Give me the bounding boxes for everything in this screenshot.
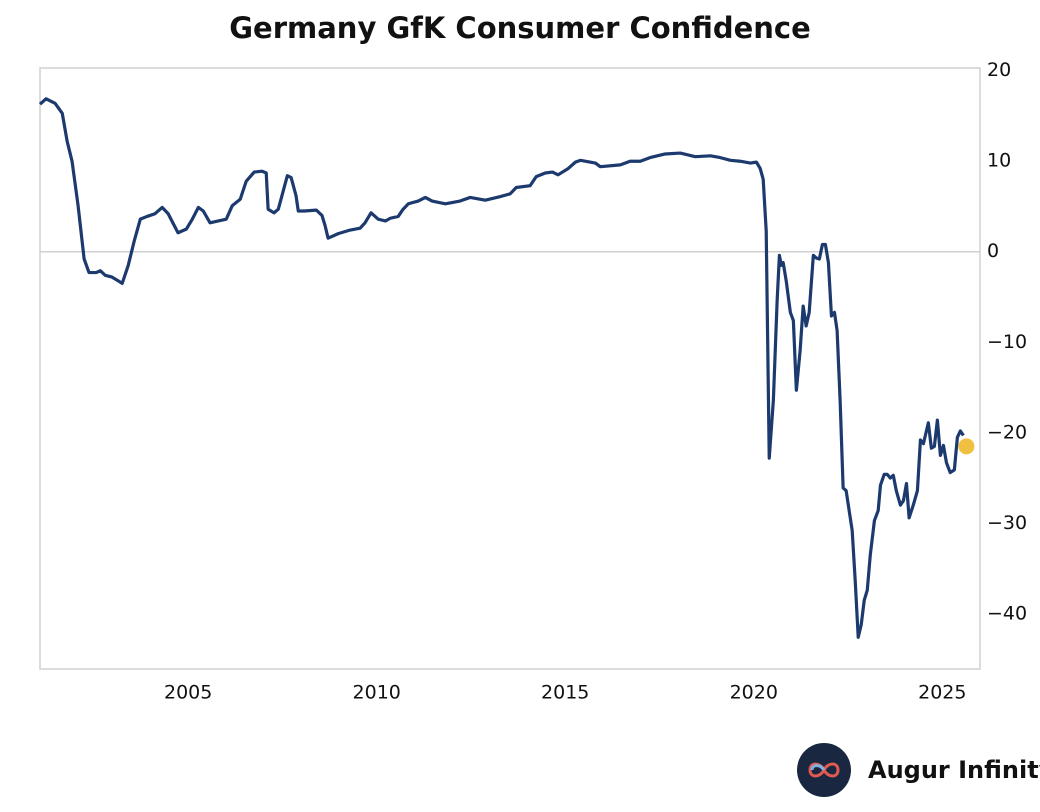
y-tick-label: −30 [987, 512, 1027, 534]
logo-icon [810, 764, 826, 771]
latest-point [958, 438, 975, 455]
chart-title: Germany GfK Consumer Confidence [229, 11, 811, 45]
data-line [38, 97, 965, 639]
y-tick-label: −20 [987, 421, 1027, 443]
y-tick-label: 10 [987, 150, 1011, 172]
plot-frame [39, 67, 981, 670]
y-tick-label: −40 [987, 602, 1027, 624]
x-tick-label: 2005 [164, 682, 212, 704]
x-tick-label: 2010 [353, 682, 401, 704]
y-tick-label: −10 [987, 331, 1027, 353]
logo [797, 743, 851, 797]
x-tick-label: 2015 [541, 682, 589, 704]
x-tick-label: 2020 [730, 682, 778, 704]
y-tick-label: 20 [987, 59, 1011, 81]
brand-name: Augur Infinity [868, 756, 1040, 784]
x-tick-label: 2025 [918, 682, 966, 704]
y-tick-label: 0 [987, 240, 999, 262]
